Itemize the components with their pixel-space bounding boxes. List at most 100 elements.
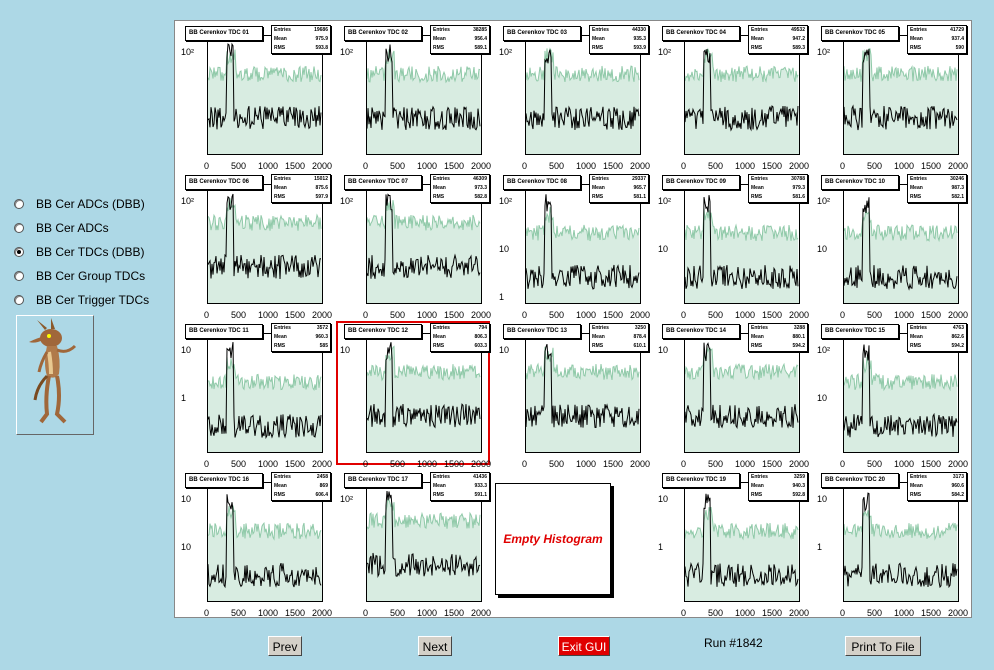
- x-tick-label: 1500: [444, 161, 465, 171]
- x-tick-label: 1000: [576, 161, 597, 171]
- stats-box: Entries 3250 Mean 878.4 RMS 610.1: [589, 323, 649, 352]
- y-tick-label: 10²: [817, 345, 831, 355]
- x-tick-label: 2000: [312, 310, 333, 320]
- stats-label: Mean: [751, 185, 764, 191]
- histogram-pad[interactable]: BB Cerenkov TDC 15 Entries 4763 Mean 862.6 RM…: [813, 321, 968, 469]
- stats-row: Entries 3173: [908, 473, 966, 482]
- histogram-pad[interactable]: BB Cerenkov TDC 04 Entries 49532 Mean 947.2 R…: [654, 23, 809, 171]
- x-tick-label: 1500: [285, 459, 306, 469]
- radio-option[interactable]: BB Cer Group TDCs: [14, 264, 174, 288]
- histogram-pad[interactable]: BB Cerenkov TDC 02 Entries 38285 Mean 956.4 R…: [336, 23, 491, 171]
- stats-value: 582.1: [951, 194, 964, 200]
- series-b-line: [367, 49, 481, 84]
- stats-value: 594.2: [792, 343, 805, 349]
- x-tick-label: 500: [549, 161, 565, 171]
- stats-label: RMS: [910, 194, 922, 200]
- histogram-pad[interactable]: BB Cerenkov TDC 10 Entries 30246 Mean 987.3 R…: [813, 172, 968, 320]
- stats-row: Entries 794: [431, 324, 489, 333]
- y-tick-label: 1: [499, 292, 505, 302]
- x-tick-label: 2000: [471, 161, 492, 171]
- coyote-mascot-icon: [16, 315, 94, 435]
- series-b-fill: [685, 347, 799, 452]
- stats-row: Mean 956.4: [431, 35, 489, 44]
- exit-gui-button[interactable]: Exit GUI: [558, 636, 610, 656]
- x-tick-label: 0: [363, 608, 369, 618]
- series-b-fill: [208, 357, 322, 452]
- histogram-pad[interactable]: BB Cerenkov TDC 06 Entries 15012 Mean 875.6 R…: [177, 172, 332, 320]
- stats-label: Mean: [910, 185, 923, 191]
- stats-row: RMS 593.8: [272, 44, 330, 53]
- series-a-line: [367, 193, 481, 279]
- histogram-plot: [367, 342, 481, 452]
- histogram-pad[interactable]: BB Cerenkov TDC 01 Entries 19686 Mean 975.9 R…: [177, 23, 332, 171]
- histogram-pad[interactable]: BB Cerenkov TDC 12 Entries 794 Mean 806.3 RMS…: [336, 321, 491, 469]
- histogram-pad[interactable]: BB Cerenkov TDC 16 Entries 2458 Mean 869 RMS 6…: [177, 470, 332, 618]
- x-tick-label: 500: [708, 608, 724, 618]
- stats-row: RMS 593.9: [590, 44, 648, 53]
- histogram-pad[interactable]: BB Cerenkov TDC 05 Entries 41729 Mean 937.4 R…: [813, 23, 968, 171]
- stats-label: Mean: [433, 334, 446, 340]
- radio-button-icon[interactable]: [14, 295, 24, 305]
- x-tick-label: 1000: [735, 161, 756, 171]
- stats-row: Mean 806.3: [431, 333, 489, 342]
- series-a-line: [367, 490, 481, 579]
- radio-option[interactable]: BB Cer TDCs (DBB): [14, 240, 174, 264]
- histogram-plot-area: [684, 35, 800, 155]
- histogram-plot: [526, 344, 640, 452]
- x-tick-label: 1500: [603, 310, 624, 320]
- radio-option[interactable]: BB Cer ADCs (DBB): [14, 192, 174, 216]
- histogram-plot-area: [843, 184, 959, 304]
- histogram-pad[interactable]: BB Cerenkov TDC 08 Entries 29337 Mean 965.7 R…: [495, 172, 650, 320]
- radio-option[interactable]: BB Cer Trigger TDCs: [14, 288, 174, 312]
- histogram-pad[interactable]: BB Cerenkov TDC 19 Entries 3259 Mean 940.3 RM…: [654, 470, 809, 618]
- stats-row: Mean 973.3: [431, 184, 489, 193]
- histogram-pad[interactable]: BB Cerenkov TDC 14 Entries 3288 Mean 880.1 RM…: [654, 321, 809, 469]
- y-tick-label: 10²: [499, 196, 513, 206]
- radio-button-icon[interactable]: [14, 247, 24, 257]
- x-tick-label: 1000: [735, 310, 756, 320]
- radio-button-icon[interactable]: [14, 271, 24, 281]
- x-tick-label: 2000: [789, 608, 810, 618]
- stats-box: Entries 19686 Mean 975.9 RMS 593.8: [271, 25, 331, 54]
- stats-row: Mean 960.6: [908, 482, 966, 491]
- stats-row: RMS 582.1: [908, 193, 966, 202]
- stats-value: 589.1: [474, 45, 487, 51]
- radio-option[interactable]: BB Cer ADCs: [14, 216, 174, 240]
- histogram-plot-area: [207, 184, 323, 304]
- x-tick-label: 1500: [921, 310, 942, 320]
- histogram-pad[interactable]: BB Cerenkov TDC 20 Entries 3173 Mean 960.6 RM…: [813, 470, 968, 618]
- stats-value: 806.3: [474, 334, 487, 340]
- histogram-pad[interactable]: BB Cerenkov TDC 09 Entries 30788 Mean 979.3 R…: [654, 172, 809, 320]
- series-a-line: [526, 194, 640, 290]
- stats-label: Mean: [751, 36, 764, 42]
- prev-button[interactable]: Prev: [268, 636, 302, 656]
- stats-row: RMS 591.1: [431, 491, 489, 500]
- histogram-pad[interactable]: BB Cerenkov TDC 07 Entries 46309 Mean 973.3 R…: [336, 172, 491, 320]
- radio-option-label: BB Cer TDCs (DBB): [36, 245, 145, 259]
- x-tick-label: 500: [390, 608, 406, 618]
- stats-row: Entries 3250: [590, 324, 648, 333]
- series-b-line: [526, 47, 640, 83]
- stats-value: 933.3: [474, 483, 487, 489]
- histogram-pad[interactable]: BB Cerenkov TDC 17 Entries 41436 Mean 933.3 R…: [336, 470, 491, 618]
- print-to-file-button[interactable]: Print To File: [845, 636, 921, 656]
- histogram-plot: [208, 342, 322, 452]
- stats-row: Mean 987.3: [908, 184, 966, 193]
- stats-value: 937.4: [951, 36, 964, 42]
- histogram-canvas[interactable]: BB Cerenkov TDC 01 Entries 19686 Mean 975.9 R…: [174, 20, 972, 618]
- x-tick-label: 1500: [762, 161, 783, 171]
- radio-button-icon[interactable]: [14, 199, 24, 209]
- radio-button-icon[interactable]: [14, 223, 24, 233]
- histogram-plot: [367, 44, 481, 154]
- stats-label: Entries: [592, 27, 609, 33]
- next-button[interactable]: Next: [418, 636, 452, 656]
- y-tick-label: 10: [181, 542, 192, 552]
- histogram-pad[interactable]: BB Cerenkov TDC 03 Entries 44330 Mean 935.3 R…: [495, 23, 650, 171]
- histogram-pad[interactable]: BB Cerenkov TDC 13 Entries 3250 Mean 878.4 RM…: [495, 321, 650, 469]
- histogram-pad[interactable]: BB Cerenkov TDC 11 Entries 3572 Mean 960.3 RM…: [177, 321, 332, 469]
- stats-label: Mean: [433, 483, 446, 489]
- series-a-line: [367, 44, 481, 131]
- stats-row: Mean 880.1: [749, 333, 807, 342]
- stats-value: 973.3: [474, 185, 487, 191]
- stats-value: 3173: [952, 474, 964, 480]
